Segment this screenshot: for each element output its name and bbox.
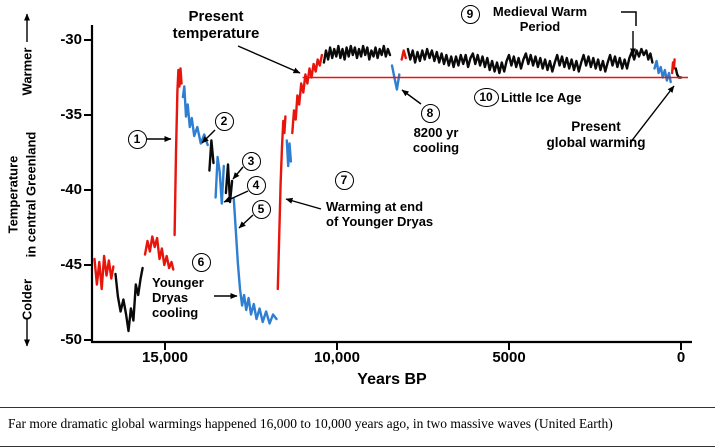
annotation-arrow xyxy=(629,85,675,144)
series-early-holocene-warming xyxy=(291,53,324,135)
series-present-warming-spike xyxy=(670,58,676,75)
y-axis-title-line2: in central Greenland xyxy=(23,131,39,258)
series-oscillation-4 xyxy=(214,155,226,205)
series-8200yr-cooling xyxy=(390,64,401,91)
series-8200yr-recovery xyxy=(400,49,407,61)
series-oscillation-5 xyxy=(224,163,234,204)
series-oscillation-3 xyxy=(208,139,215,172)
series-holocene-optimum xyxy=(322,44,392,64)
caption: Far more dramatic global warmings happen… xyxy=(0,407,715,447)
bracket-line xyxy=(621,11,637,26)
series-recent-tail xyxy=(674,67,683,79)
series-pre-boelling-cold xyxy=(114,266,144,333)
y-axis-label-warmer: Warmer xyxy=(19,47,35,96)
annotation-arrow xyxy=(237,45,301,74)
series-younger-dryas-cooling xyxy=(232,197,278,325)
series-post-boelling-cooling xyxy=(181,85,209,147)
annotation-arrow xyxy=(201,129,216,144)
annotation-arrow xyxy=(285,197,322,210)
y-axis-title-line1: Temperature xyxy=(5,155,21,234)
series-pre-boelling-warming xyxy=(143,235,175,271)
series-early-oscillations xyxy=(93,254,115,291)
annotation-arrow xyxy=(238,214,254,229)
x-axis-title: Years BP xyxy=(357,371,427,388)
series-younger-dryas-end-warming xyxy=(276,115,287,291)
annotation-arrow xyxy=(401,89,422,105)
annotation-arrow xyxy=(223,190,249,203)
series-little-ice-age xyxy=(653,59,672,84)
y-axis-label-colder: Colder xyxy=(19,278,35,321)
chart-canvas xyxy=(24,11,692,350)
series-mid-late-holocene xyxy=(406,47,654,75)
axes xyxy=(90,25,692,344)
series-preboreal-oscillation xyxy=(285,139,293,168)
annotation-arrow xyxy=(232,166,244,180)
series-boelling-warming-spike xyxy=(173,67,183,237)
